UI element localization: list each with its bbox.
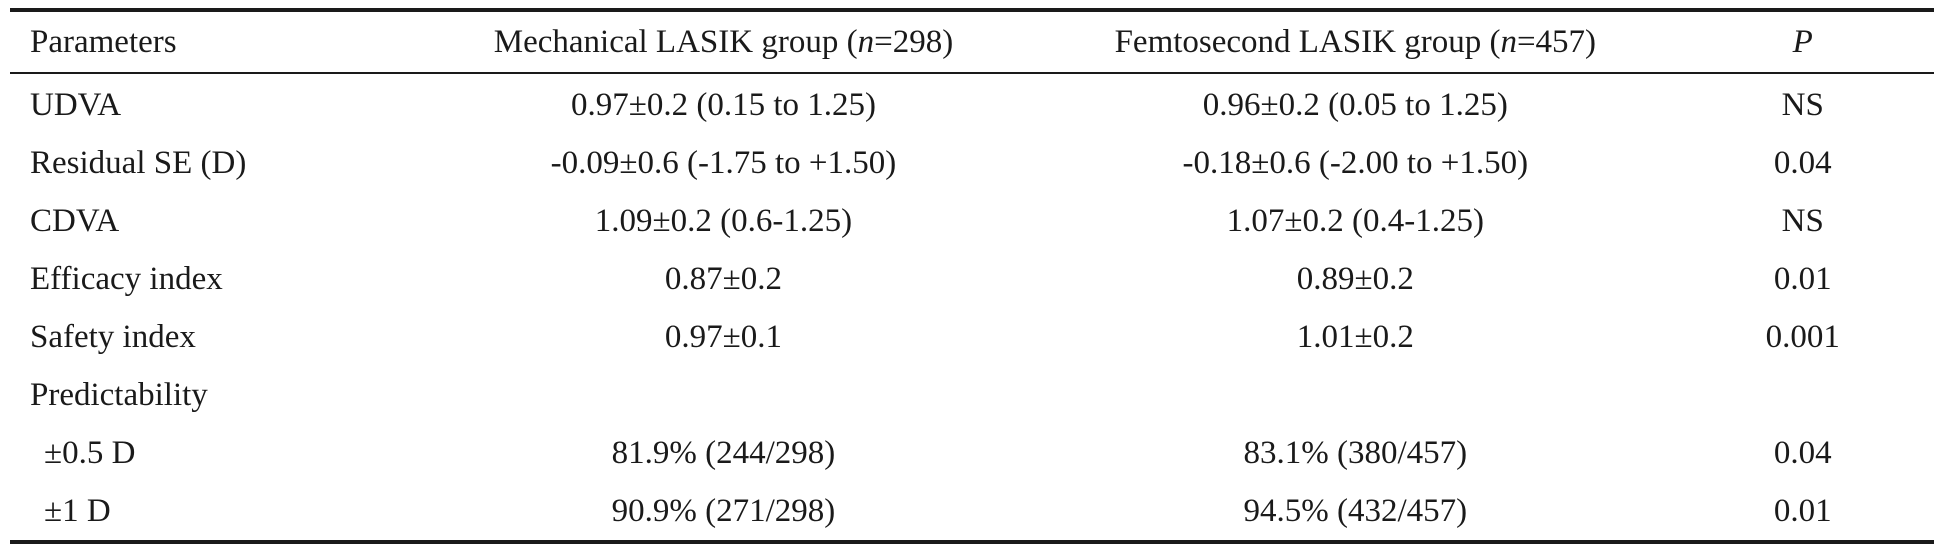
table-row: UDVA 0.97±0.2 (0.15 to 1.25) 0.96±0.2 (0… [10, 73, 1934, 134]
cell-parameter-sub: ±1 D [44, 492, 111, 529]
header-femtosecond-prefix: Femtosecond LASIK group ( [1114, 23, 1501, 60]
header-femtosecond-group: Femtosecond LASIK group (n=457) [1039, 10, 1671, 73]
table-row: Efficacy index 0.87±0.2 0.89±0.2 0.01 [10, 250, 1934, 308]
header-parameters: Parameters [30, 23, 177, 60]
cell-p-value: NS [1781, 86, 1824, 123]
table-row: ±1 D 90.9% (271/298) 94.5% (432/457) 0.0… [10, 482, 1934, 542]
cell-p-value: NS [1781, 202, 1824, 239]
cell-mechanical: 1.09±0.2 (0.6-1.25) [594, 202, 853, 239]
cell-mechanical: 0.87±0.2 [664, 260, 783, 297]
results-table-container: Parameters Mechanical LASIK group (n=298… [10, 8, 1934, 544]
header-mechanical-suffix: =298) [874, 23, 954, 60]
header-mechanical-group: Mechanical LASIK group (n=298) [408, 10, 1039, 73]
table-header: Parameters Mechanical LASIK group (n=298… [10, 10, 1934, 73]
cell-mechanical [408, 366, 1039, 424]
header-p-label: P [1792, 23, 1813, 60]
cell-parameter: Residual SE (D) [30, 144, 247, 181]
cell-femtosecond: 0.96±0.2 (0.05 to 1.25) [1202, 86, 1508, 123]
header-p-value: P [1671, 10, 1934, 73]
cell-femtosecond: 94.5% (432/457) [1243, 492, 1468, 529]
cell-parameter: UDVA [30, 86, 122, 123]
cell-mechanical: 0.97±0.1 [664, 318, 783, 355]
cell-femtosecond: 0.89±0.2 [1296, 260, 1414, 297]
header-mechanical-n: n [857, 23, 875, 60]
cell-p-value: 0.001 [1765, 318, 1840, 355]
table-row: CDVA 1.09±0.2 (0.6-1.25) 1.07±0.2 (0.4-1… [10, 192, 1934, 250]
cell-femtosecond: 1.07±0.2 (0.4-1.25) [1226, 202, 1484, 239]
cell-parameter: Safety index [30, 318, 196, 355]
table-body: UDVA 0.97±0.2 (0.15 to 1.25) 0.96±0.2 (0… [10, 73, 1934, 542]
cell-femtosecond: 1.01±0.2 [1296, 318, 1414, 355]
table-row-group-heading: Predictability [10, 366, 1934, 424]
table-row: Safety index 0.97±0.1 1.01±0.2 0.001 [10, 308, 1934, 366]
header-femtosecond-n: n [1500, 23, 1517, 60]
cell-p-value: 0.01 [1773, 260, 1832, 297]
cell-parameter-sub: ±0.5 D [44, 434, 136, 471]
cell-mechanical: 90.9% (271/298) [611, 492, 836, 529]
cell-parameter: CDVA [30, 202, 120, 239]
results-table: Parameters Mechanical LASIK group (n=298… [10, 8, 1934, 544]
cell-femtosecond [1039, 366, 1671, 424]
header-row: Parameters Mechanical LASIK group (n=298… [10, 10, 1934, 73]
cell-femtosecond: 83.1% (380/457) [1243, 434, 1468, 471]
cell-femtosecond: -0.18±0.6 (-2.00 to +1.50) [1182, 144, 1529, 181]
header-mechanical-prefix: Mechanical LASIK group ( [493, 23, 858, 60]
table-row: Residual SE (D) -0.09±0.6 (-1.75 to +1.5… [10, 134, 1934, 192]
cell-mechanical: -0.09±0.6 (-1.75 to +1.50) [550, 144, 897, 181]
cell-p-value: 0.04 [1773, 144, 1832, 181]
cell-mechanical: 81.9% (244/298) [611, 434, 836, 471]
cell-p-value: 0.04 [1773, 434, 1832, 471]
cell-parameter: Predictability [30, 376, 208, 413]
cell-mechanical: 0.97±0.2 (0.15 to 1.25) [570, 86, 876, 123]
cell-parameter: Efficacy index [30, 260, 223, 297]
table-row: ±0.5 D 81.9% (244/298) 83.1% (380/457) 0… [10, 424, 1934, 482]
header-femtosecond-suffix: =457) [1516, 23, 1597, 60]
cell-p-value: 0.01 [1773, 492, 1832, 529]
cell-p-value [1671, 366, 1934, 424]
